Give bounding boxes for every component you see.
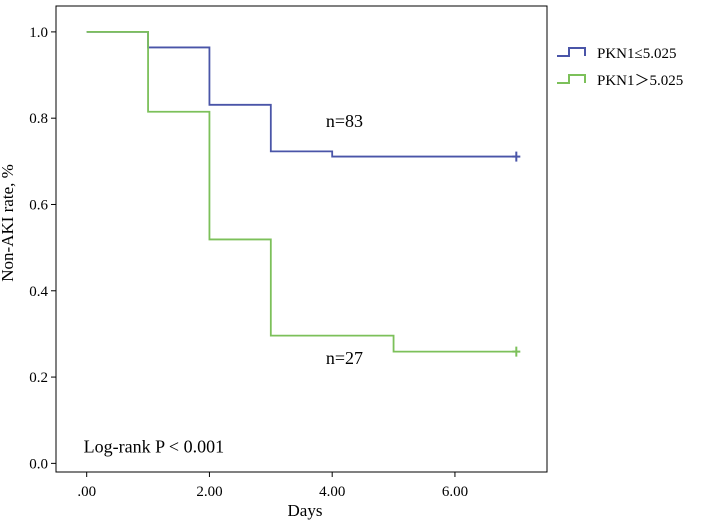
x-tick-label: .00 (77, 484, 96, 500)
n-label: n=83 (326, 111, 363, 131)
x-axis: .00 2.00 4.00 6.00 (77, 472, 468, 500)
legend-swatch-0 (557, 47, 586, 57)
x-tick-label: 6.00 (442, 484, 468, 500)
series-group: n=83 n=27 Log-rank P < 0.001 (84, 30, 521, 457)
legend-label-0: PKN1≤5.025 (597, 46, 677, 62)
n-label: n=27 (326, 348, 363, 368)
x-tick-label: 4.00 (319, 484, 345, 500)
y-axis: 0.0 0.2 0.4 0.6 0.8 1.0 (29, 25, 56, 472)
x-axis-label: Days (288, 501, 323, 520)
y-tick-label: 0.4 (29, 284, 48, 300)
y-tick-label: 0.0 (29, 456, 48, 472)
plot-area (55, 5, 548, 473)
y-tick-label: 0.8 (29, 111, 48, 127)
series-line-0 (86, 30, 517, 158)
legend-swatch-1 (557, 74, 586, 84)
y-axis-label: Non-AKI rate, % (0, 164, 17, 282)
logrank-annotation: Log-rank P < 0.001 (84, 437, 224, 457)
legend: PKN1≤5.025 PKN1＞5.025 (557, 46, 683, 89)
series-line-1 (86, 30, 517, 353)
x-tick-label: 2.00 (196, 484, 222, 500)
y-tick-label: 1.0 (29, 25, 48, 41)
y-tick-label: 0.2 (29, 370, 48, 386)
y-tick-label: 0.6 (29, 197, 48, 213)
plot-frame (55, 5, 548, 473)
legend-label-1: PKN1＞5.025 (597, 73, 683, 89)
